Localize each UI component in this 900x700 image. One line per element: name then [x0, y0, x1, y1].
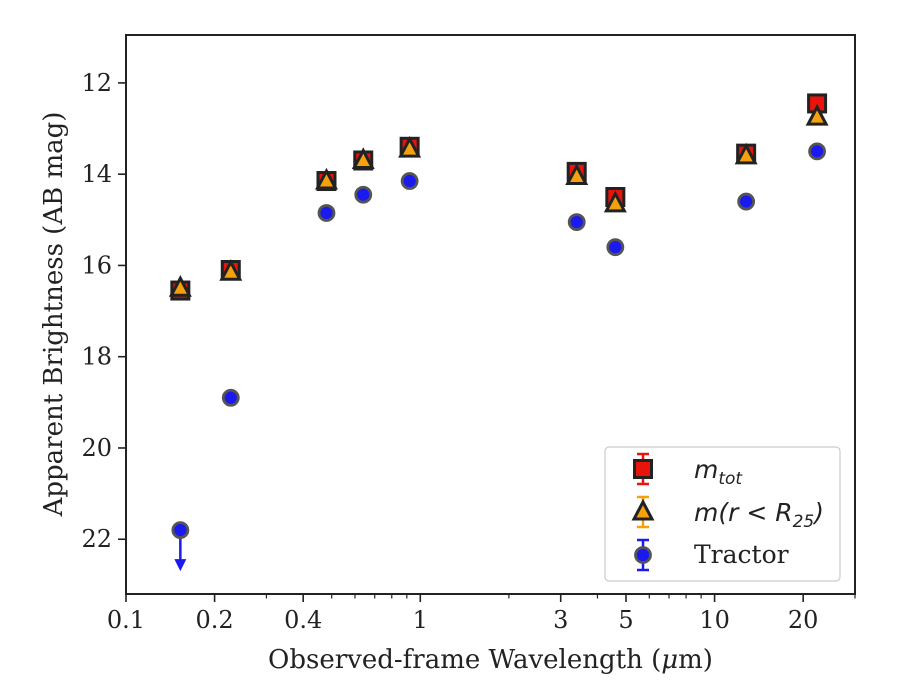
data-point	[171, 521, 190, 540]
legend-marker	[633, 459, 653, 479]
data-point	[351, 147, 375, 169]
legend-marker	[634, 546, 652, 564]
plot-frame	[125, 34, 856, 595]
y-tick-label: 18	[81, 343, 112, 371]
x-tick-label: 1	[413, 606, 428, 634]
y-tick-label: 20	[81, 434, 112, 462]
legend-markers	[631, 452, 655, 572]
legend-label-tractor: Tractor	[694, 540, 789, 569]
axis-ticks: 0.1 0.2 0.4 1 3 5 10 20 12 14 16 18 20 22	[81, 69, 856, 634]
data-point	[400, 172, 419, 190]
x-tick-label: 20	[788, 606, 819, 634]
data-point	[805, 103, 829, 126]
x-tick-label: 10	[699, 606, 730, 634]
series-tractor	[171, 142, 826, 572]
x-tick-label: 0.1	[107, 606, 145, 634]
data-point	[808, 142, 826, 161]
data-point	[734, 142, 758, 165]
series-m-r25	[168, 103, 829, 297]
legend: mtot m(r < R25) Tractor	[604, 446, 841, 582]
legend-label-mtot: mtot	[694, 455, 743, 489]
legend-box	[604, 446, 841, 582]
y-axis-label: Apparent Brightness (AB mag)	[39, 112, 69, 518]
data-point	[398, 135, 422, 158]
data-point	[314, 167, 338, 190]
data-point	[219, 259, 243, 281]
upper-limit-arrow-head	[174, 559, 187, 572]
x-tick-label: 0.4	[284, 606, 322, 634]
x-tick-label: 3	[553, 606, 568, 634]
y-tick-label: 16	[81, 251, 112, 279]
y-tick-label: 14	[81, 160, 112, 188]
y-tick-label: 22	[81, 525, 112, 553]
x-axis-label: Observed-frame Wavelength (μm)	[268, 645, 713, 675]
data-point	[354, 185, 373, 204]
data-point	[221, 388, 240, 407]
legend-marker	[631, 498, 655, 521]
data-point	[317, 204, 336, 222]
data-point	[606, 238, 625, 257]
data-point	[567, 213, 586, 231]
y-tick-label: 12	[81, 69, 112, 97]
data-point	[168, 275, 192, 297]
x-tick-label: 0.2	[196, 606, 234, 634]
data-point	[565, 163, 589, 185]
data-point	[737, 192, 756, 211]
legend-label-m-r25: m(r < R25)	[694, 498, 824, 532]
data-point	[603, 190, 627, 213]
x-tick-label: 5	[618, 606, 633, 634]
data-marks	[168, 93, 829, 572]
